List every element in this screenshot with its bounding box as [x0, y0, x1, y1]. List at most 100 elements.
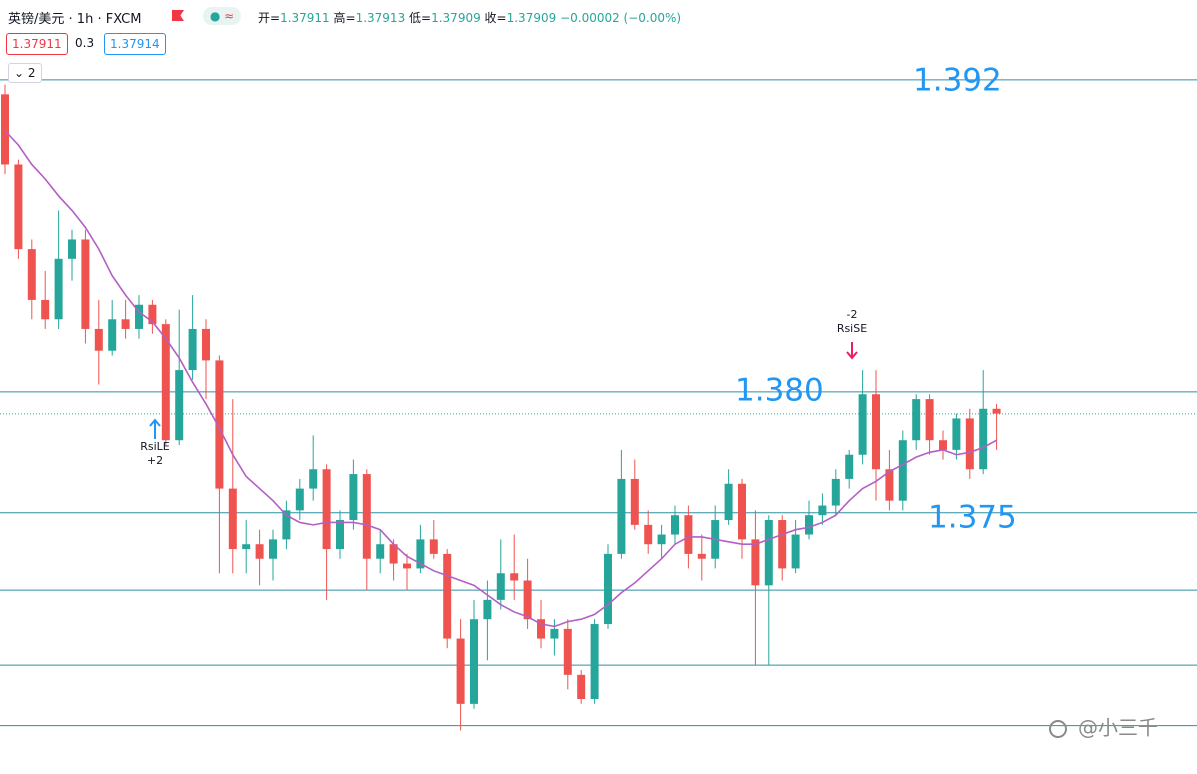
- candle-body: [831, 478, 840, 506]
- candle-body: [443, 553, 452, 639]
- candle-body: [952, 418, 961, 450]
- ohlc-value: 1.37911: [280, 11, 330, 25]
- indicator-toggle[interactable]: ⌄ 2: [8, 63, 42, 83]
- watermark: @小三千: [1078, 716, 1158, 740]
- candle-body: [872, 394, 880, 470]
- candle-body: [617, 478, 626, 554]
- candle-body: [590, 624, 599, 700]
- candle-body: [215, 360, 224, 489]
- candle-body: [148, 304, 157, 325]
- candle-body: [175, 370, 184, 441]
- candle-body: [764, 520, 773, 586]
- status-pill[interactable]: ● ≈: [203, 7, 241, 25]
- candle-body: [898, 440, 907, 501]
- candle-body: [429, 539, 438, 554]
- candle-body: [738, 483, 746, 540]
- candle-body: [992, 408, 1001, 414]
- spread: 0.3: [70, 33, 100, 53]
- candle-body: [965, 418, 974, 470]
- indicator-count: 2: [27, 66, 36, 80]
- candle-body: [41, 299, 50, 320]
- candle-body: [805, 515, 813, 535]
- ohlc-value: 1.37909: [506, 11, 557, 25]
- candle-body: [14, 164, 23, 250]
- candle-body: [510, 573, 519, 581]
- candle-body: [563, 628, 572, 675]
- ohlc-label: 收=: [484, 11, 507, 25]
- candle-body: [671, 515, 679, 535]
- candle-body: [791, 534, 800, 569]
- candle-body: [161, 324, 170, 441]
- annotation: 1.375: [928, 500, 1017, 536]
- candle-body: [1, 94, 9, 165]
- sell-price[interactable]: 1.37911: [6, 33, 68, 55]
- candle-body: [778, 520, 787, 569]
- candle-body: [550, 628, 559, 639]
- candle-body: [68, 239, 76, 259]
- candle-body: [751, 539, 760, 586]
- candle-body: [537, 619, 545, 639]
- change: −0.00002 (−0.00%): [560, 11, 682, 25]
- candle-body: [108, 319, 117, 351]
- ohlc-readout: 开=1.37911 高=1.37913 低=1.37909 收=1.37909 …: [258, 9, 681, 26]
- sell-arrow: [846, 342, 858, 360]
- candle-body: [523, 580, 532, 620]
- candle-body: [496, 573, 505, 600]
- annotation: 1.380: [735, 373, 824, 409]
- candle-body: [54, 258, 63, 320]
- candle-body: [336, 520, 344, 550]
- candle-body: [403, 563, 411, 569]
- candle-body: [470, 619, 478, 704]
- candle-body: [697, 553, 706, 559]
- candle-body: [81, 239, 90, 329]
- candle-body: [389, 544, 398, 564]
- candle-body: [94, 328, 103, 351]
- candle-body: [939, 440, 947, 450]
- candle-body: [376, 544, 385, 559]
- ohlc-label: 开=: [258, 11, 281, 25]
- candle-body: [135, 304, 143, 329]
- candle-body: [322, 469, 331, 550]
- candle-body: [309, 469, 318, 489]
- candle-body: [577, 674, 586, 700]
- candle-body: [228, 488, 237, 550]
- flag-icon[interactable]: [172, 10, 184, 21]
- candle-body: [925, 399, 934, 441]
- candle-body: [242, 544, 251, 550]
- candle-body: [724, 483, 733, 521]
- candle-body: [858, 394, 867, 455]
- candle-body: [885, 469, 894, 501]
- interval: 1h: [76, 12, 94, 27]
- signal-label: RsiLE: [140, 440, 170, 453]
- symbol-line[interactable]: 英镑/美元 · 1h · FXCM: [8, 12, 142, 27]
- candle-body: [188, 328, 197, 371]
- candle-body: [483, 599, 492, 620]
- symbol: 英镑/美元: [8, 12, 65, 27]
- candle-body: [630, 478, 639, 525]
- candle-body: [845, 454, 854, 479]
- ohlc-label: 低=: [409, 11, 432, 25]
- candle-body: [269, 539, 277, 559]
- candle-body: [416, 539, 425, 569]
- buy-price[interactable]: 1.37914: [104, 33, 166, 55]
- candle-body: [657, 534, 666, 545]
- candle-body: [684, 515, 693, 554]
- candle-body: [979, 408, 988, 470]
- ohlc-value: 1.37909: [431, 11, 481, 25]
- watermark-icon: [1049, 720, 1067, 738]
- candle-body: [818, 505, 827, 516]
- ohlc-value: 1.37913: [355, 11, 406, 25]
- candle-body: [912, 399, 921, 441]
- annotation: 1.392: [913, 63, 1002, 99]
- candle-body: [349, 474, 358, 521]
- buy-arrow: [149, 418, 161, 439]
- candle-body: [362, 474, 371, 559]
- candle-body: [282, 510, 291, 540]
- source: FXCM: [105, 12, 142, 27]
- plot-area: [0, 79, 1197, 731]
- candle-body: [202, 328, 210, 361]
- signal-qty: -2: [847, 308, 858, 321]
- candle-body: [255, 544, 264, 559]
- candle-body: [456, 638, 465, 704]
